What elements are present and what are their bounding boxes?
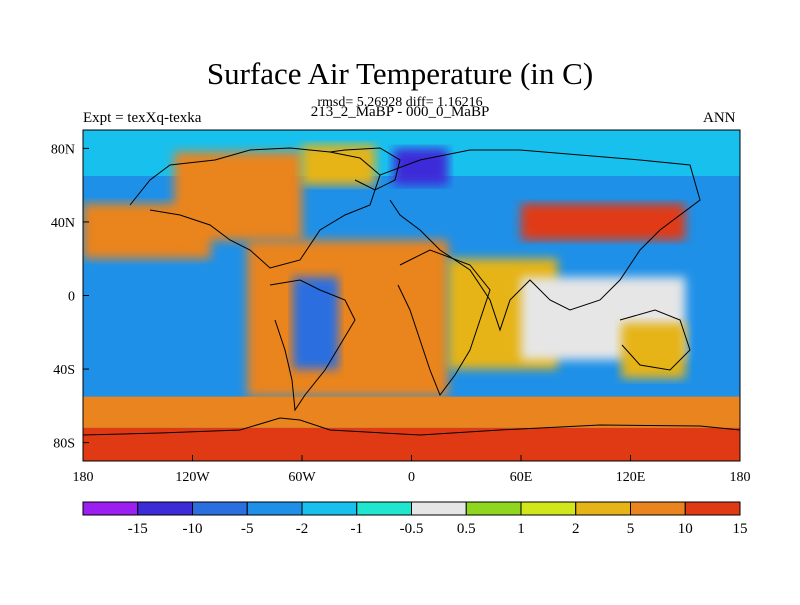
colorbar-label: 15 (733, 521, 748, 537)
colorbar-label: 2 (572, 521, 580, 537)
coastline-antarctica (83, 417, 740, 436)
coastline-eurasia (379, 149, 701, 332)
colorbar-label: -10 (183, 521, 203, 537)
stats-line: rmsd= 5.26928 diff= 1.16216 (317, 95, 483, 110)
coastline-africa (397, 249, 491, 397)
axes: 180 120W 60W 0 60E 120E 180 80N 40N 0 40S 80S (51, 142, 751, 485)
coastline-south-america (269, 279, 356, 412)
colorbar-label: 5 (627, 521, 635, 537)
region-asia-warm (521, 203, 686, 241)
x-tick-label: 120E (616, 470, 646, 485)
colorbar-swatch (465, 501, 522, 516)
x-tick-label: 60E (510, 470, 533, 485)
colorbar-label: -0.5 (400, 521, 424, 537)
colorbar-label: -15 (128, 521, 148, 537)
region-greenland (302, 144, 375, 186)
y-tick-label: 40N (51, 216, 75, 231)
colorbar-swatch (356, 501, 412, 516)
colorbar-swatch (411, 501, 467, 516)
colorbar-swatch (630, 501, 686, 516)
chart-title: Surface Air Temperature (in C) (206, 56, 594, 91)
y-tick-label: 80S (53, 437, 75, 452)
colorbar-swatch (137, 501, 193, 516)
temperature-field (83, 130, 740, 461)
y-tick-label: 80N (51, 142, 75, 157)
coastline-north-america (129, 147, 381, 269)
region-australia (621, 323, 686, 379)
season-label: ANN (703, 110, 736, 126)
colorbar-label: -5 (241, 521, 254, 537)
y-tick-label: 40S (53, 363, 75, 378)
x-tick-label: 180 (730, 470, 751, 485)
coastline-australia (619, 309, 691, 371)
region-north-america (174, 152, 302, 241)
colorbar-swatch (520, 501, 577, 516)
x-tick-label: 0 (408, 470, 415, 485)
colorbar-label: 10 (678, 521, 693, 537)
coastline (83, 147, 740, 436)
region-south-america-cold (292, 277, 339, 370)
experiment-label: Expt = texXq-texka (83, 110, 202, 126)
x-tick-label: 120W (175, 470, 210, 485)
y-tick-label: 0 (68, 290, 75, 305)
colorbar-label: -1 (351, 521, 364, 537)
colorbar-swatch (684, 501, 741, 516)
colorbar-swatch (82, 501, 139, 516)
colorbar-label: 0.5 (457, 521, 476, 537)
colorbar-swatch (575, 501, 631, 516)
case-label: 213_2_MaBP - 000_0_MaBP (310, 104, 490, 120)
x-tick-label: 60W (288, 470, 316, 485)
colorbar-label: -2 (296, 521, 309, 537)
colorbar-swatch (301, 501, 358, 516)
colorbar-swatch (192, 501, 248, 516)
colorbar-swatch (246, 501, 303, 516)
region-southern-ocean-band (83, 396, 740, 428)
colorbar-label: 1 (517, 521, 525, 537)
coastline-greenland (329, 147, 401, 191)
colorbar: -15 -10 -5 -2 -1 -0.5 0.5 1 2 5 10 15 (82, 501, 748, 537)
x-tick-label: 180 (73, 470, 94, 485)
region-south-atlantic-africa (247, 240, 448, 397)
